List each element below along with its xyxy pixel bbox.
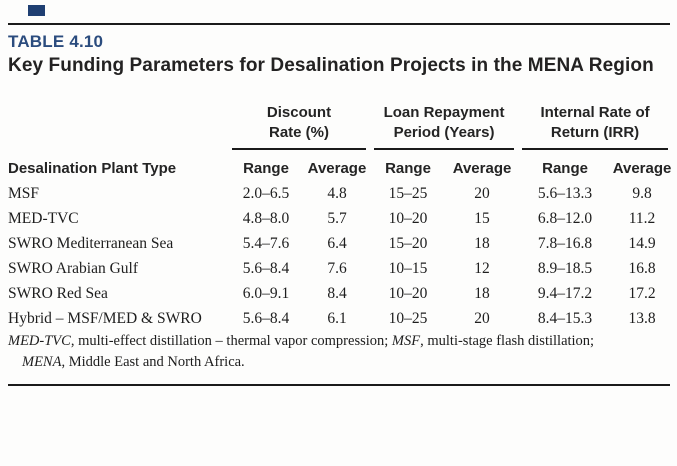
plant-type-cell: MED-TVC xyxy=(8,209,79,227)
value-cell: 20 xyxy=(474,309,490,327)
plant-type-cell: Hybrid – MSF/MED & SWRO xyxy=(8,309,202,327)
value-cell: 6.1 xyxy=(327,309,347,327)
group-header-irr: Internal Rate of Return (IRR) xyxy=(518,96,672,150)
value-cell: 15–20 xyxy=(388,234,428,252)
column-header-average: Average xyxy=(612,160,672,177)
column-header-average: Average xyxy=(307,160,367,177)
value-cell: 13.8 xyxy=(628,309,656,327)
value-cell: 10–25 xyxy=(388,309,428,327)
spacer-cell xyxy=(8,96,228,150)
footnote-abbreviation: MSF xyxy=(391,333,421,349)
value-cell: 7.6 xyxy=(327,259,347,277)
value-cell: 6.8–12.0 xyxy=(537,209,593,227)
plant-type-cell: MSF xyxy=(8,184,40,202)
value-cell: 18 xyxy=(474,284,490,302)
table-title: Key Funding Parameters for Desalination … xyxy=(8,55,654,76)
column-header-range: Range xyxy=(385,160,431,177)
value-cell: 6.0–9.1 xyxy=(242,284,290,302)
group-header-line: Discount xyxy=(266,104,332,121)
footnote-definition: , multi-stage flash distillation; xyxy=(420,333,595,349)
column-header-range: Range xyxy=(243,160,289,177)
table-footnote: MED-TVC, multi-effect distillation – the… xyxy=(8,331,668,373)
group-header-loan-repayment: Loan Repayment Period (Years) xyxy=(370,96,518,150)
value-cell: 7.8–16.8 xyxy=(537,234,593,252)
value-cell: 2.0–6.5 xyxy=(242,184,290,202)
page-corner-decoration xyxy=(28,5,45,16)
group-header-discount-rate: Discount Rate (%) xyxy=(228,96,370,150)
group-header-row: Discount Rate (%) Loan Repayment Period … xyxy=(8,96,672,150)
footnote-line: MENA, Middle East and North Africa. xyxy=(8,352,668,373)
value-cell: 12 xyxy=(474,259,490,277)
table-number-label: TABLE 4.10 xyxy=(8,32,104,51)
top-rule xyxy=(8,23,670,25)
value-cell: 17.2 xyxy=(628,284,656,302)
group-header-line: Period (Years) xyxy=(393,124,495,141)
plant-type-cell: SWRO Red Sea xyxy=(8,284,108,302)
value-cell: 5.6–13.3 xyxy=(537,184,593,202)
value-cell: 18 xyxy=(474,234,490,252)
value-cell: 20 xyxy=(474,184,490,202)
value-cell: 5.7 xyxy=(327,209,347,227)
column-header-range: Range xyxy=(542,160,588,177)
value-cell: 15 xyxy=(474,209,490,227)
table-row: MED-TVC 4.8–8.0 5.7 10–20 15 6.8–12.0 11… xyxy=(8,206,672,231)
column-header-average: Average xyxy=(452,160,512,177)
footnote-definition: , multi-effect distillation – thermal va… xyxy=(70,333,392,349)
column-header-plant-type: Desalination Plant Type xyxy=(8,160,177,177)
value-cell: 4.8–8.0 xyxy=(242,209,290,227)
value-cell: 10–15 xyxy=(388,259,428,277)
value-cell: 16.8 xyxy=(628,259,656,277)
table-row: SWRO Arabian Gulf 5.6–8.4 7.6 10–15 12 8… xyxy=(8,256,672,281)
value-cell: 15–25 xyxy=(388,184,428,202)
value-cell: 5.4–7.6 xyxy=(242,234,290,252)
value-cell: 14.9 xyxy=(628,234,656,252)
group-header-line: Internal Rate of xyxy=(540,104,650,121)
value-cell: 10–20 xyxy=(388,209,428,227)
plant-type-cell: SWRO Mediterranean Sea xyxy=(8,234,174,252)
table-row: Hybrid – MSF/MED & SWRO 5.6–8.4 6.1 10–2… xyxy=(8,306,672,331)
footnote-abbreviation: MED-TVC xyxy=(8,333,71,349)
value-cell: 5.6–8.4 xyxy=(242,259,290,277)
value-cell: 9.4–17.2 xyxy=(537,284,593,302)
value-cell: 9.8 xyxy=(632,184,652,202)
value-cell: 5.6–8.4 xyxy=(242,309,290,327)
group-header-line: Loan Repayment xyxy=(383,104,505,121)
value-cell: 8.4 xyxy=(327,284,347,302)
table-row: MSF 2.0–6.5 4.8 15–25 20 5.6–13.3 9.8 xyxy=(8,181,672,206)
table-row: SWRO Red Sea 6.0–9.1 8.4 10–20 18 9.4–17… xyxy=(8,281,672,306)
group-header-line: Rate (%) xyxy=(269,124,330,141)
value-cell: 8.9–18.5 xyxy=(537,259,593,277)
value-cell: 11.2 xyxy=(628,209,656,227)
plant-type-cell: SWRO Arabian Gulf xyxy=(8,259,139,277)
value-cell: 10–20 xyxy=(388,284,428,302)
footnote-abbreviation: MENA xyxy=(22,354,62,370)
funding-parameters-table: Discount Rate (%) Loan Repayment Period … xyxy=(8,96,672,331)
footnote-definition: , Middle East and North Africa. xyxy=(61,354,245,370)
value-cell: 6.4 xyxy=(327,234,347,252)
table-row: SWRO Mediterranean Sea 5.4–7.6 6.4 15–20… xyxy=(8,231,672,256)
group-header-line: Return (IRR) xyxy=(550,124,640,141)
bottom-rule xyxy=(8,384,670,386)
column-header-row: Desalination Plant Type Range Average Ra… xyxy=(8,150,672,181)
value-cell: 8.4–15.3 xyxy=(537,309,593,327)
value-cell: 4.8 xyxy=(327,184,347,202)
footnote-line: MED-TVC, multi-effect distillation – the… xyxy=(8,331,668,352)
